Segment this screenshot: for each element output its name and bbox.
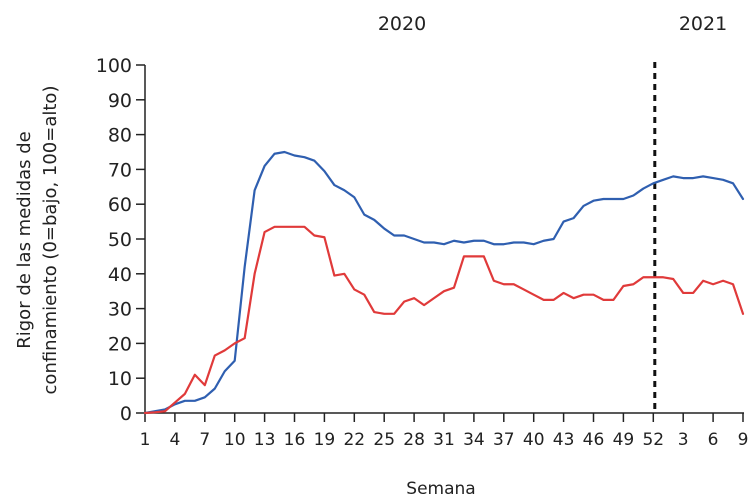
x-tick-label-34: 34 <box>463 430 485 450</box>
x-tick-label-46: 46 <box>583 430 605 450</box>
x-tick-label-55: 3 <box>678 430 689 450</box>
plot-area: 0 10 20 30 40 50 60 70 80 90 100 1 4 7 10 13 16 19 22 25 28 3… <box>96 55 749 450</box>
y-tick-label-60: 60 <box>108 194 132 216</box>
series-line-1 <box>143 150 745 415</box>
x-axis-label: Semana <box>406 479 475 499</box>
y-tick-label-0: 0 <box>120 403 132 425</box>
y-tick-label-80: 80 <box>108 125 132 147</box>
y-tick-label-40: 40 <box>108 264 132 286</box>
year-label-2021: 2021 <box>679 13 727 35</box>
x-tick-label-7: 7 <box>199 430 210 450</box>
y-axis-label-line-2: confinamiento (0=bajo, 100=alto) <box>40 86 61 395</box>
x-tick-label-49: 49 <box>613 430 635 450</box>
x-tick-label-19: 19 <box>314 430 336 450</box>
y-tick-label-90: 90 <box>108 90 132 112</box>
y-tick-label-30: 30 <box>108 299 132 321</box>
x-tick-label-10: 10 <box>224 430 246 450</box>
x-tick-label-61: 9 <box>738 430 749 450</box>
x-tick-label-25: 25 <box>373 430 395 450</box>
y-tick-label-20: 20 <box>108 333 132 355</box>
x-tick-label-16: 16 <box>284 430 306 450</box>
x-tick-label-22: 22 <box>343 430 365 450</box>
x-tick-label-37: 37 <box>493 430 515 450</box>
y-axis-title: Rigor de las medidas de confinamiento (0… <box>14 86 61 395</box>
x-tick-label-52: 52 <box>642 430 664 450</box>
x-tick-label-40: 40 <box>523 430 545 450</box>
x-tick-label-28: 28 <box>403 430 425 450</box>
y-tick-label-50: 50 <box>108 229 132 251</box>
x-tick-label-4: 4 <box>169 430 180 450</box>
year-label-2020: 2020 <box>378 13 426 35</box>
x-tick-label-31: 31 <box>433 430 455 450</box>
y-tick-label-70: 70 <box>108 159 132 181</box>
series-line-2 <box>143 225 745 415</box>
x-tick-label-43: 43 <box>553 430 575 450</box>
y-axis-label-line-1: Rigor de las medidas de <box>14 131 35 349</box>
x-tick-label-13: 13 <box>254 430 276 450</box>
x-tick-label-58: 6 <box>708 430 719 450</box>
y-tick-label-10: 10 <box>108 368 132 390</box>
x-tick-label-1: 1 <box>140 430 151 450</box>
y-tick-label-100: 100 <box>96 55 132 77</box>
